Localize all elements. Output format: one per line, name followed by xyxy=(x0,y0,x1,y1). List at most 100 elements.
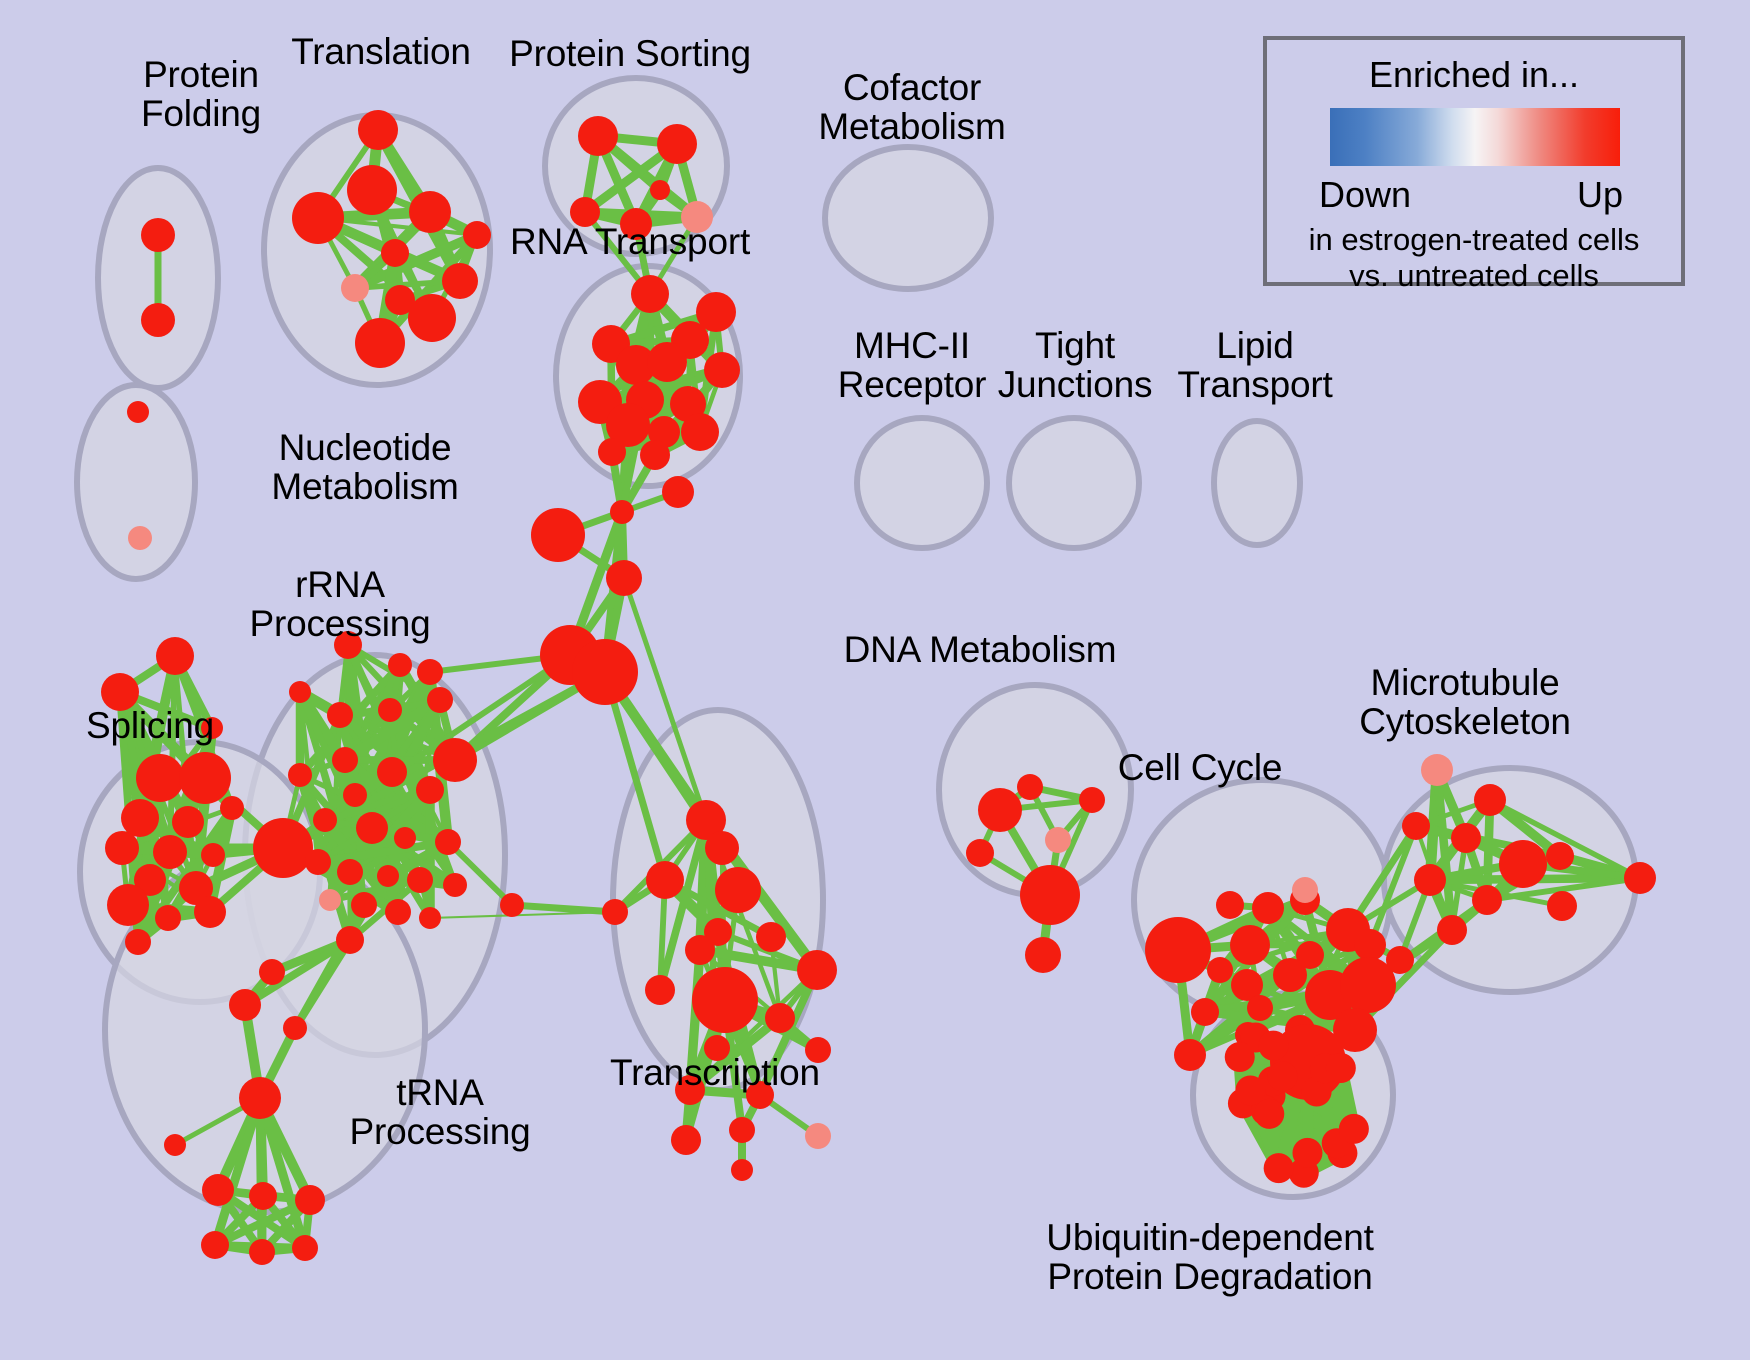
network-node[interactable] xyxy=(288,763,312,787)
network-node[interactable] xyxy=(715,867,761,913)
network-node[interactable] xyxy=(394,827,416,849)
network-node[interactable] xyxy=(1273,958,1307,992)
network-node[interactable] xyxy=(201,843,225,867)
network-node[interactable] xyxy=(377,757,407,787)
network-node[interactable] xyxy=(136,754,184,802)
network-node[interactable] xyxy=(648,416,680,448)
network-node[interactable] xyxy=(334,631,362,659)
network-node[interactable] xyxy=(194,896,226,928)
network-node[interactable] xyxy=(616,345,656,385)
network-node[interactable] xyxy=(1292,877,1318,903)
network-node[interactable] xyxy=(1017,774,1043,800)
network-node[interactable] xyxy=(1216,891,1244,919)
network-node[interactable] xyxy=(127,401,149,423)
network-node[interactable] xyxy=(289,681,311,703)
network-node[interactable] xyxy=(705,831,739,865)
network-node[interactable] xyxy=(141,303,175,337)
network-node[interactable] xyxy=(646,861,684,899)
network-node[interactable] xyxy=(606,403,650,447)
network-node[interactable] xyxy=(1296,941,1324,969)
network-node[interactable] xyxy=(385,285,415,315)
network-node[interactable] xyxy=(442,263,478,299)
network-node[interactable] xyxy=(313,808,337,832)
network-node[interactable] xyxy=(765,1003,795,1033)
network-node[interactable] xyxy=(107,884,149,926)
network-node[interactable] xyxy=(1340,957,1396,1013)
network-node[interactable] xyxy=(229,989,261,1021)
network-node[interactable] xyxy=(1402,812,1430,840)
network-node[interactable] xyxy=(408,294,456,342)
network-node[interactable] xyxy=(572,639,638,705)
network-node[interactable] xyxy=(443,873,467,897)
network-node[interactable] xyxy=(239,1077,281,1119)
network-node[interactable] xyxy=(647,342,687,382)
network-node[interactable] xyxy=(620,208,652,240)
network-node[interactable] xyxy=(1191,998,1219,1026)
network-node[interactable] xyxy=(1451,823,1481,853)
network-node[interactable] xyxy=(578,116,618,156)
network-node[interactable] xyxy=(640,440,670,470)
network-node[interactable] xyxy=(105,831,139,865)
network-node[interactable] xyxy=(351,892,377,918)
network-node[interactable] xyxy=(134,864,166,896)
network-node[interactable] xyxy=(463,221,491,249)
network-node[interactable] xyxy=(631,275,669,313)
network-node[interactable] xyxy=(249,1182,277,1210)
network-node[interactable] xyxy=(1414,864,1446,896)
network-node[interactable] xyxy=(1235,1075,1266,1106)
network-node[interactable] xyxy=(1247,995,1273,1021)
network-node[interactable] xyxy=(685,935,715,965)
network-node[interactable] xyxy=(435,829,461,855)
network-node[interactable] xyxy=(201,1231,229,1259)
network-node[interactable] xyxy=(1301,1076,1332,1107)
network-node[interactable] xyxy=(531,508,585,562)
network-node[interactable] xyxy=(355,318,405,368)
network-node[interactable] xyxy=(966,839,994,867)
network-node[interactable] xyxy=(153,835,187,869)
network-node[interactable] xyxy=(341,274,369,302)
network-node[interactable] xyxy=(662,476,694,508)
network-node[interactable] xyxy=(1354,929,1386,961)
network-node[interactable] xyxy=(1624,862,1656,894)
network-node[interactable] xyxy=(327,702,353,728)
network-node[interactable] xyxy=(570,197,600,227)
network-node[interactable] xyxy=(179,871,213,905)
network-node[interactable] xyxy=(602,899,628,925)
network-node[interactable] xyxy=(419,907,441,929)
network-node[interactable] xyxy=(378,698,402,722)
network-node[interactable] xyxy=(358,110,398,150)
network-node[interactable] xyxy=(1263,1153,1294,1184)
network-node[interactable] xyxy=(1231,969,1263,1001)
network-node[interactable] xyxy=(1338,1113,1369,1144)
network-node[interactable] xyxy=(1386,946,1414,974)
network-node[interactable] xyxy=(259,959,285,985)
network-node[interactable] xyxy=(155,905,181,931)
network-node[interactable] xyxy=(1546,842,1574,870)
network-node[interactable] xyxy=(305,849,331,875)
network-node[interactable] xyxy=(249,1239,275,1265)
network-node[interactable] xyxy=(797,950,837,990)
network-node[interactable] xyxy=(101,673,139,711)
network-node[interactable] xyxy=(332,747,358,773)
network-node[interactable] xyxy=(125,929,151,955)
network-node[interactable] xyxy=(385,899,411,925)
network-node[interactable] xyxy=(696,292,736,332)
network-node[interactable] xyxy=(202,1174,234,1206)
network-node[interactable] xyxy=(1547,891,1577,921)
network-node[interactable] xyxy=(220,796,244,820)
network-node[interactable] xyxy=(433,738,477,782)
network-node[interactable] xyxy=(675,1075,705,1105)
network-node[interactable] xyxy=(671,1125,701,1155)
network-node[interactable] xyxy=(253,818,313,878)
network-node[interactable] xyxy=(731,1159,753,1181)
network-node[interactable] xyxy=(805,1037,831,1063)
network-node[interactable] xyxy=(295,1185,325,1215)
network-node[interactable] xyxy=(681,201,713,233)
network-node[interactable] xyxy=(1421,754,1453,786)
network-node[interactable] xyxy=(1292,1137,1323,1168)
network-node[interactable] xyxy=(1230,925,1270,965)
network-node[interactable] xyxy=(704,918,732,946)
network-node[interactable] xyxy=(343,783,367,807)
network-node[interactable] xyxy=(201,717,223,739)
network-node[interactable] xyxy=(606,560,642,596)
